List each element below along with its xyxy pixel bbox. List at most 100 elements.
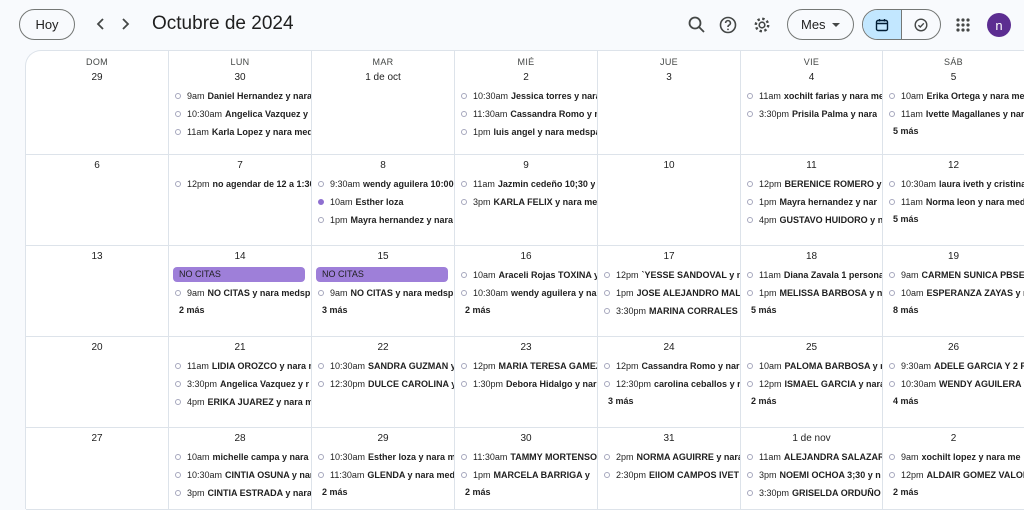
day-number[interactable]: 24 [663, 342, 675, 353]
day-cell[interactable]: 18 11am Diana Zavala 1 persona 1pm MELISSA B… [741, 246, 883, 337]
day-cell[interactable]: 16 10am Araceli Rojas TOXINA y 10:30am wendy… [455, 246, 598, 337]
day-number[interactable]: 4 [808, 72, 815, 83]
more-events-link[interactable]: 2 más [465, 305, 491, 315]
day-number[interactable]: 25 [805, 342, 818, 353]
day-number[interactable]: 6 [94, 160, 100, 171]
calendar-event[interactable]: 11:30am TAMMY MORTENSO [459, 448, 597, 466]
all-day-event-chip[interactable]: NO CITAS [316, 267, 448, 282]
more-events-link[interactable]: 3 más [608, 396, 634, 406]
calendar-event[interactable]: 10:30am Jessica torres y nara [459, 87, 597, 105]
day-cell[interactable]: 27 [26, 428, 169, 510]
day-number[interactable]: 30 [520, 433, 532, 444]
day-cell[interactable]: 1 de nov 11am ALEJANDRA SALAZAR 3pm NOEMI OC… [741, 428, 883, 510]
calendar-event[interactable]: 10am michelle campa y nara [173, 448, 311, 466]
day-cell[interactable]: 24 12pm Cassandra Romo y nar 12:30pm carolin… [598, 337, 741, 428]
day-number[interactable]: 26 [947, 342, 960, 353]
calendar-event[interactable]: 3pm KARLA FELIX y nara me [459, 193, 597, 211]
day-cell[interactable]: DOM 29 [26, 51, 169, 155]
day-number[interactable]: 2 [523, 72, 529, 83]
more-events-link[interactable]: 2 más [893, 487, 919, 497]
day-cell[interactable]: 19 9am CARMEN SUNICA PBSEU 10am ESPERANZA ZA… [883, 246, 1024, 337]
day-cell[interactable]: 23 12pm MARIA TERESA GAMEZ 1:30pm Debora Hid… [455, 337, 598, 428]
calendar-event[interactable]: 3:30pm GRISELDA ORDUÑO [745, 484, 882, 502]
day-number[interactable]: 27 [91, 433, 103, 444]
more-events-link[interactable]: 4 más [893, 396, 919, 406]
day-number[interactable]: 18 [805, 251, 818, 262]
more-events-link[interactable]: 2 más [322, 487, 348, 497]
day-cell[interactable]: 31 2pm NORMA AGUIRRE y nara 2:30pm ElIOM CAM… [598, 428, 741, 510]
calendar-event[interactable]: 10am PALOMA BARBOSA y n [745, 357, 882, 375]
day-number[interactable]: 14 [234, 251, 246, 262]
calendar-event[interactable]: 11am Jazmin cedeño 10;30 y [459, 175, 597, 193]
calendar-event[interactable]: 11am Karla Lopez y nara med [173, 123, 311, 141]
calendar-event[interactable]: 12pm ALDAIR GOMEZ VALOR [887, 466, 1024, 484]
calendar-event[interactable]: 10:30am CINTIA OSUNA y nara [173, 466, 311, 484]
calendar-event[interactable]: 10am Erika Ortega y nara me [887, 87, 1024, 105]
day-number[interactable]: 11 [806, 160, 817, 171]
day-cell[interactable]: 22 10:30am SANDRA GUZMAN y 12:30pm DULCE CAR… [312, 337, 455, 428]
day-number[interactable]: 10 [663, 160, 675, 171]
calendar-event[interactable]: 11am Ivette Magallanes y nar [887, 105, 1024, 123]
avatar[interactable]: n [987, 13, 1011, 37]
calendar-event[interactable]: 9am NO CITAS y nara medsp [316, 284, 454, 302]
calendar-event[interactable]: 11:30am Cassandra Romo y n [459, 105, 597, 123]
more-events-link[interactable]: 5 más [751, 305, 777, 315]
day-number[interactable]: 8 [380, 160, 386, 171]
calendar-event[interactable]: 11am Norma leon y nara med [887, 193, 1024, 211]
calendar-event[interactable]: 11:30am GLENDA y nara med [316, 466, 454, 484]
previous-month-button[interactable] [89, 12, 113, 36]
day-cell[interactable]: 21 11am LIDIA OROZCO y nara n 3:30pm Angelic… [169, 337, 312, 428]
day-cell[interactable]: 17 12pm `YESSE SANDOVAL y n 1pm JOSE ALEJAND… [598, 246, 741, 337]
calendar-event[interactable]: 1:30pm Debora Hidalgo y nar [459, 375, 597, 393]
day-cell[interactable]: SÁB 5 10am Erika Ortega y nara me 11am Ivette… [883, 51, 1024, 155]
day-cell[interactable]: 28 10am michelle campa y nara 10:30am CINTIA… [169, 428, 312, 510]
view-selector[interactable]: Mes [787, 9, 854, 40]
day-cell[interactable]: 7 12pm no agendar de 12 a 1:30 [169, 155, 312, 246]
day-number[interactable]: 7 [237, 160, 243, 171]
day-cell[interactable]: 29 10:30am Esther loza y nara m 11:30am GLEN… [312, 428, 455, 510]
calendar-event[interactable]: 12pm no agendar de 12 a 1:30 [173, 175, 311, 193]
more-events-link[interactable]: 2 más [179, 305, 205, 315]
today-button[interactable]: Hoy [19, 9, 75, 40]
calendar-event[interactable]: 9am xochilt lopez y nara me [887, 448, 1024, 466]
calendar-event[interactable]: 1pm JOSE ALEJANDRO MALI [602, 284, 740, 302]
calendar-event[interactable]: 9am CARMEN SUNICA PBSEU [887, 266, 1024, 284]
day-cell[interactable]: 25 10am PALOMA BARBOSA y n 12pm ISMAEL GARCI… [741, 337, 883, 428]
day-cell[interactable]: 6 [26, 155, 169, 246]
calendar-event[interactable]: 2pm NORMA AGUIRRE y nara [602, 448, 740, 466]
calendar-event[interactable]: 12pm ISMAEL GARCIA y nara [745, 375, 882, 393]
day-cell[interactable]: VIE 4 11am xochilt farias y nara me 3:30pm Pr… [741, 51, 883, 155]
day-cell[interactable]: LUN 30 9am Daniel Hernandez y nara 10:30am An… [169, 51, 312, 155]
calendar-event[interactable]: 9:30am wendy aguilera 10:00 [316, 175, 454, 193]
day-cell[interactable]: 11 12pm BERENICE ROMERO y n 1pm Mayra hernan… [741, 155, 883, 246]
settings-button[interactable] [749, 12, 775, 38]
calendar-event[interactable]: 10am Esther loza [316, 193, 454, 211]
day-cell[interactable]: 15 NO CITAS 9am NO CITAS y nara medsp 3 más [312, 246, 455, 337]
day-number[interactable]: 16 [520, 251, 532, 262]
calendar-event[interactable]: 1pm MARCELA BARRIGA y [459, 466, 597, 484]
calendar-event[interactable]: 10:30am wendy aguilera y nara [459, 284, 597, 302]
day-number[interactable]: 29 [377, 433, 389, 444]
calendar-event[interactable]: 11am ALEJANDRA SALAZAR [745, 448, 882, 466]
day-number[interactable]: 17 [663, 251, 675, 262]
calendar-event[interactable]: 3:30pm Prisila Palma y nara [745, 105, 882, 123]
day-cell[interactable]: 12 10:30am laura iveth y cristina 11am Norma… [883, 155, 1024, 246]
calendar-event[interactable]: 11am Diana Zavala 1 persona [745, 266, 882, 284]
day-number[interactable]: 29 [91, 72, 103, 83]
day-number[interactable]: 12 [947, 160, 960, 171]
more-events-link[interactable]: 3 más [322, 305, 348, 315]
search-button[interactable] [684, 12, 710, 38]
day-number[interactable]: 9 [523, 160, 529, 171]
calendar-event[interactable]: 10:30am Angelica Vazquez y [173, 105, 311, 123]
day-number[interactable]: 5 [950, 72, 957, 83]
day-number[interactable]: 2 [950, 433, 957, 444]
calendar-event[interactable]: 12pm `YESSE SANDOVAL y n [602, 266, 740, 284]
calendar-event[interactable]: 12pm Cassandra Romo y nar [602, 357, 740, 375]
day-cell[interactable]: MIÉ 2 10:30am Jessica torres y nara 11:30am C… [455, 51, 598, 155]
calendar-event[interactable]: 11am xochilt farias y nara me [745, 87, 882, 105]
calendar-event[interactable]: 9am NO CITAS y nara medsp [173, 284, 311, 302]
all-day-event-chip[interactable]: NO CITAS [173, 267, 305, 282]
day-number[interactable]: 31 [663, 433, 675, 444]
calendar-event[interactable]: 9:30am ADELE GARCIA Y 2 P [887, 357, 1024, 375]
day-cell[interactable]: 10 [598, 155, 741, 246]
